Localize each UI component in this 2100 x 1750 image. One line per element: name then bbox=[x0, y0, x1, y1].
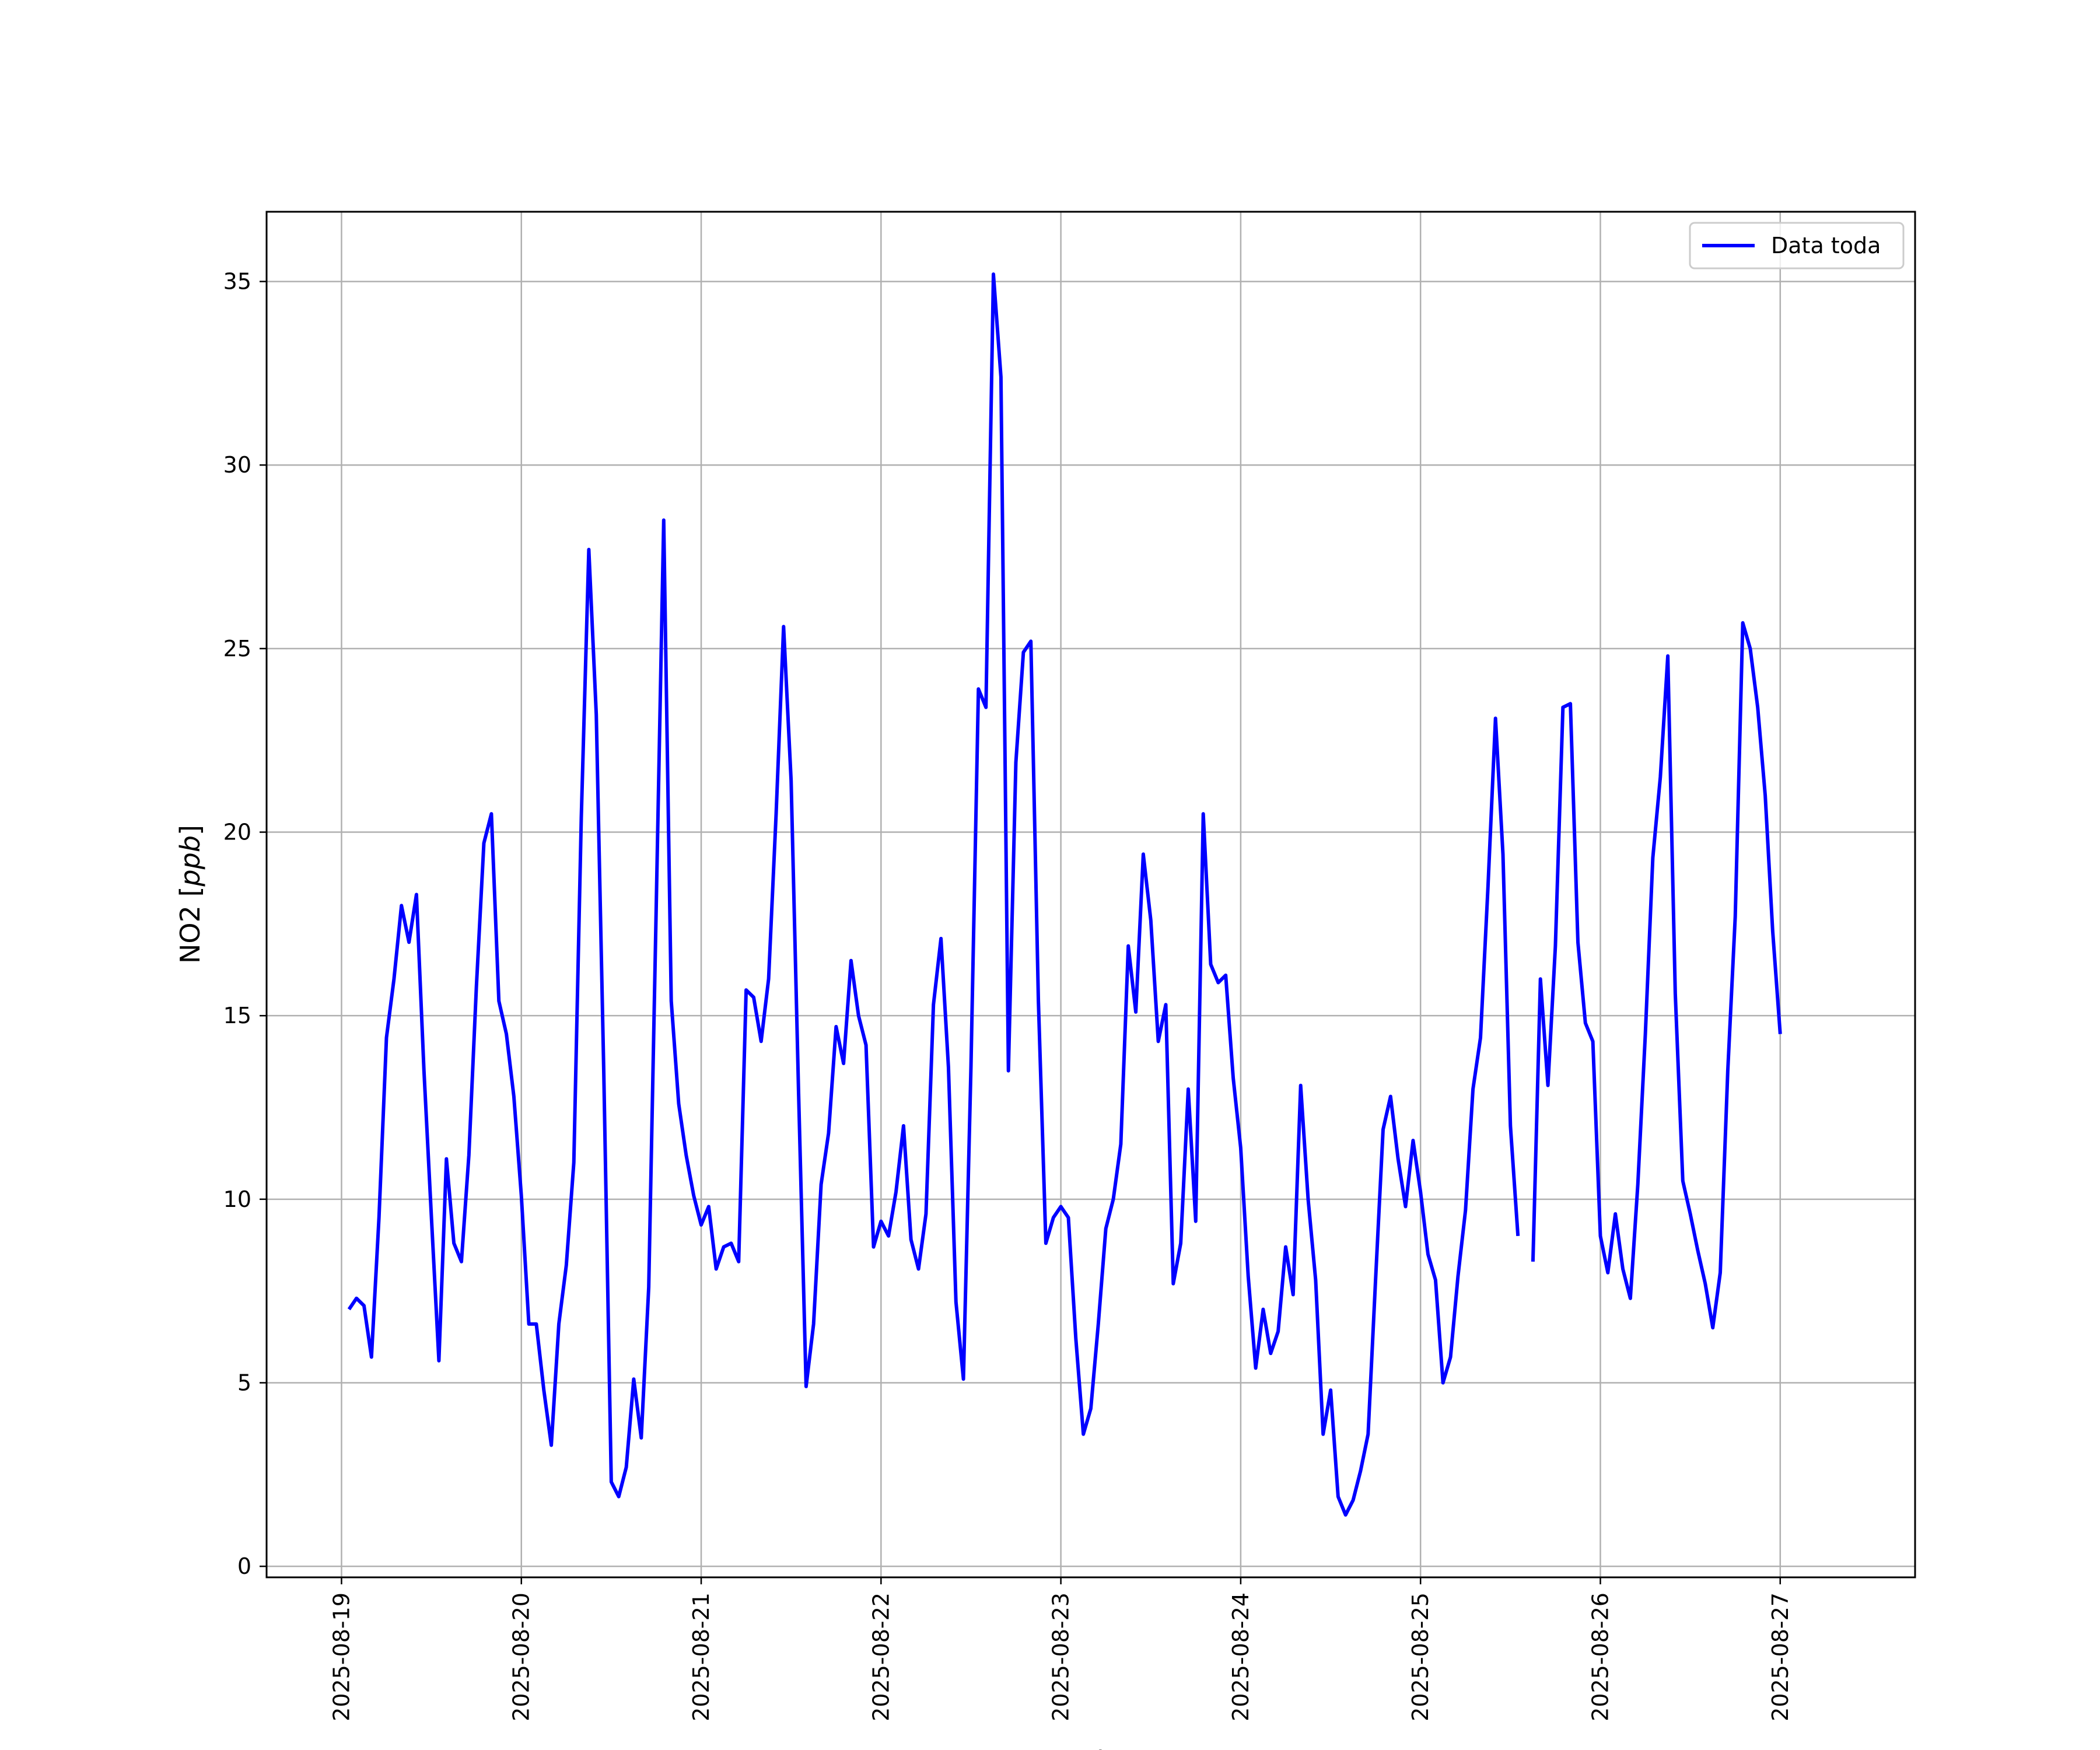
legend-entry-data-toda: Data toda bbox=[1771, 233, 1881, 258]
series-layer bbox=[347, 272, 1782, 1517]
y-tick-label: 10 bbox=[223, 1186, 251, 1212]
x-tick-label: 2025-08-22 bbox=[868, 1592, 894, 1721]
y-tick-label: 20 bbox=[223, 820, 251, 845]
y-tick-label: 30 bbox=[223, 452, 251, 478]
x-axis-title: Fecha bbox=[1052, 1745, 1130, 1750]
legend: Data toda bbox=[1689, 222, 1905, 270]
y-axis: 0 5 10 15 20 25 30 35 bbox=[223, 269, 267, 1579]
plot-frame bbox=[265, 211, 1916, 1578]
x-tick-label: 2025-08-26 bbox=[1587, 1592, 1613, 1721]
y-tick-label: 25 bbox=[223, 636, 251, 662]
x-tick-label: 2025-08-19 bbox=[328, 1592, 354, 1721]
y-tick-label: 15 bbox=[223, 1003, 251, 1028]
y-axis-title: NO2 [ppb] bbox=[174, 825, 206, 964]
x-tick-label: 2025-08-21 bbox=[688, 1592, 714, 1721]
y-tick-label: 35 bbox=[223, 269, 251, 295]
x-tick-label: 2025-08-20 bbox=[509, 1592, 534, 1721]
x-tick-label: 2025-08-25 bbox=[1408, 1592, 1433, 1721]
y-tick-label: 5 bbox=[237, 1370, 251, 1395]
x-axis: 2025-08-19 2025-08-20 2025-08-21 2025-08-22… bbox=[328, 1577, 1793, 1721]
x-tick-label: 2025-08-23 bbox=[1048, 1592, 1074, 1721]
series-line-data-toda bbox=[347, 272, 1782, 1517]
legend-box bbox=[1689, 222, 1905, 270]
x-tick-label: 2025-08-27 bbox=[1768, 1592, 1793, 1721]
y-tick-label: 0 bbox=[237, 1553, 251, 1579]
x-tick-label: 2025-08-24 bbox=[1228, 1592, 1254, 1721]
grid-lines bbox=[267, 212, 1915, 1577]
